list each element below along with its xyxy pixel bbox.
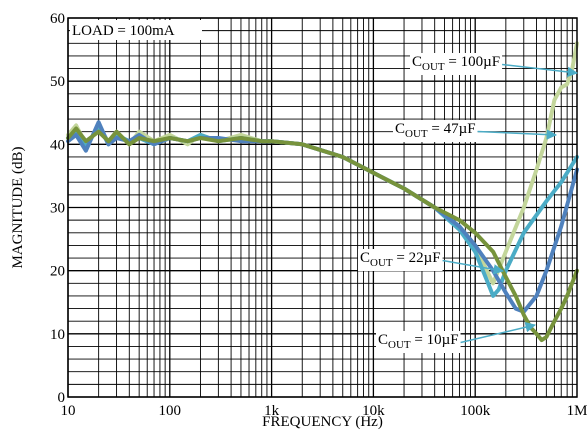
x-tick-label: 100k <box>460 403 491 419</box>
x-tick-label: 10k <box>362 403 385 419</box>
load-annotation-text: LOAD = 100mA <box>72 23 175 39</box>
y-tick-label: 20 <box>50 264 65 280</box>
x-tick-labels: 10 100 1k 10k 100k 1M <box>61 403 588 419</box>
series-layer <box>66 41 579 343</box>
x-tick-label: 1k <box>264 403 280 419</box>
y-tick-label: 30 <box>50 201 65 217</box>
series-line-3 <box>66 126 579 343</box>
series-label-bg <box>410 53 503 75</box>
series-label-text: COUT = 100µF <box>412 54 500 73</box>
x-axis-title: FREQUENCY (Hz) <box>262 414 383 430</box>
plot-frame <box>67 17 578 398</box>
series-label-3: COUT = 10µF <box>376 322 537 353</box>
y-tick-label: 40 <box>50 137 65 153</box>
series-label-text: COUT = 47µF <box>395 121 476 140</box>
series-label-arrow <box>460 322 537 344</box>
y-axis-title: MAGNITUDE (dB) <box>10 146 26 268</box>
series-label-1: COUT = 47µF <box>393 120 558 142</box>
series-label-bg <box>376 331 461 353</box>
load-annotation-bg <box>70 20 202 40</box>
series-label-0: COUT = 100µF <box>410 53 579 78</box>
x-tick-label: 10 <box>61 403 76 419</box>
y-tick-label: 50 <box>50 74 65 90</box>
series-label-2: COUT = 22µF <box>358 249 505 275</box>
series-line-0 <box>66 41 579 286</box>
series-label-bg <box>393 120 478 142</box>
y-tick-labels: 0 10 20 30 40 50 60 <box>50 11 65 406</box>
x-tick-label: 100 <box>159 403 182 419</box>
y-tick-label: 0 <box>58 390 66 406</box>
series-label-text: COUT = 22µF <box>360 250 441 269</box>
plot-grid <box>67 17 577 398</box>
series-label-arrow <box>501 63 579 78</box>
series-label-arrow <box>442 259 505 275</box>
y-tick-label: 10 <box>50 327 65 343</box>
y-tick-label: 60 <box>50 11 65 27</box>
x-tick-label: 1M <box>567 403 588 419</box>
series-label-text: COUT = 10µF <box>378 332 459 351</box>
series-label-arrow <box>477 129 558 140</box>
load-annotation: LOAD = 100mA <box>70 20 202 40</box>
series-label-bg <box>358 249 443 271</box>
series-labels: COUT = 100µF COUT = 47µF COUT = 22µF COUT =… <box>358 53 579 353</box>
